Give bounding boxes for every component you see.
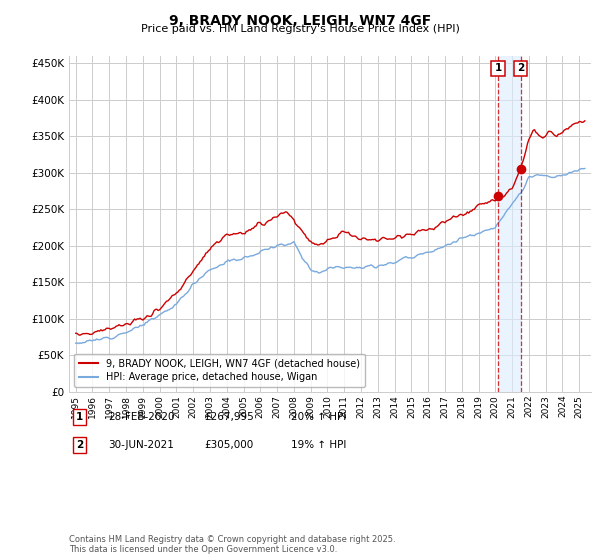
Text: 2: 2: [76, 440, 83, 450]
Text: 1: 1: [494, 63, 502, 73]
Text: 28-FEB-2020: 28-FEB-2020: [108, 412, 175, 422]
Text: 9, BRADY NOOK, LEIGH, WN7 4GF: 9, BRADY NOOK, LEIGH, WN7 4GF: [169, 14, 431, 28]
Text: Contains HM Land Registry data © Crown copyright and database right 2025.
This d: Contains HM Land Registry data © Crown c…: [69, 535, 395, 554]
Legend: 9, BRADY NOOK, LEIGH, WN7 4GF (detached house), HPI: Average price, detached hou: 9, BRADY NOOK, LEIGH, WN7 4GF (detached …: [74, 353, 365, 387]
Text: 2: 2: [517, 63, 524, 73]
Text: 30-JUN-2021: 30-JUN-2021: [108, 440, 174, 450]
Text: 1: 1: [76, 412, 83, 422]
Text: £267,995: £267,995: [204, 412, 254, 422]
Text: 19% ↑ HPI: 19% ↑ HPI: [291, 440, 346, 450]
Text: 20% ↑ HPI: 20% ↑ HPI: [291, 412, 346, 422]
Bar: [498, 56, 521, 392]
Text: Price paid vs. HM Land Registry's House Price Index (HPI): Price paid vs. HM Land Registry's House …: [140, 24, 460, 34]
Text: £305,000: £305,000: [204, 440, 253, 450]
